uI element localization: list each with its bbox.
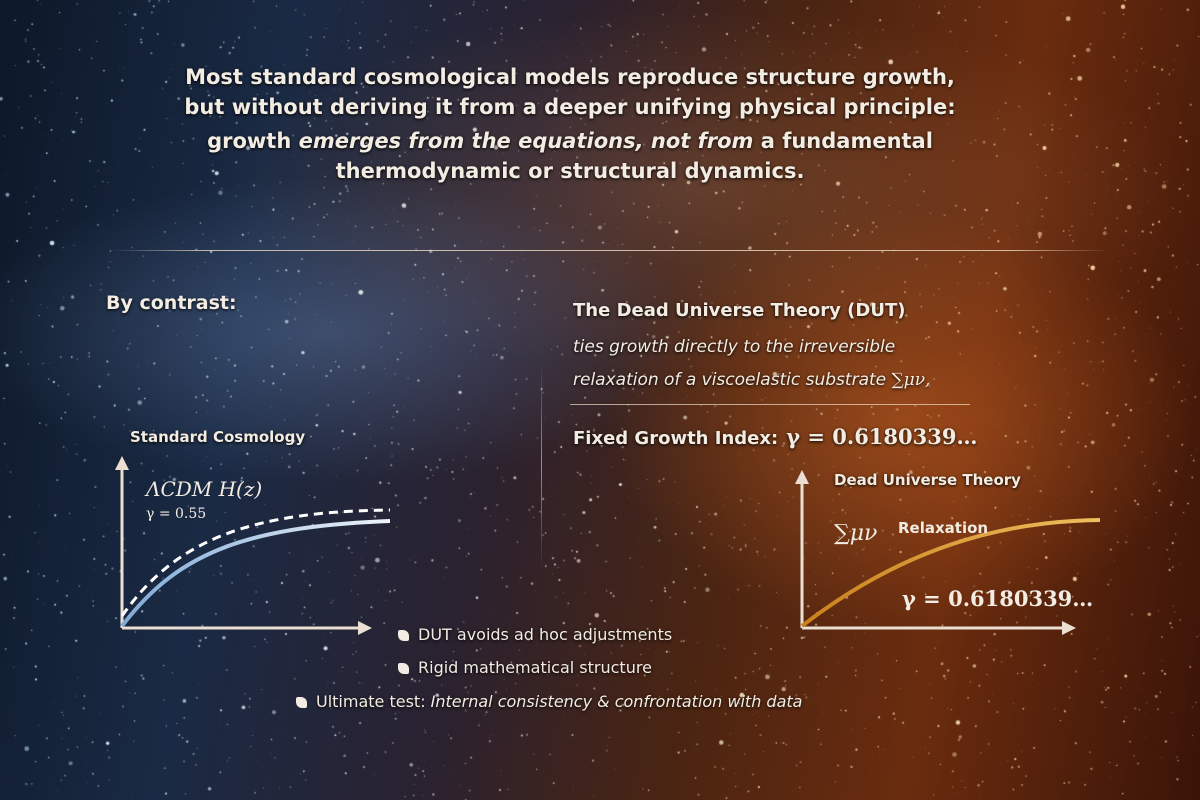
right-chart-title: Dead Universe Theory bbox=[834, 471, 1021, 489]
intro-text: Most standard cosmological models reprod… bbox=[120, 62, 1020, 186]
intro-line-3: growth emerges from the equations, not f… bbox=[120, 126, 1020, 156]
intro-line-1: Most standard cosmological models reprod… bbox=[185, 65, 955, 89]
left-x-arrow-icon bbox=[358, 621, 372, 635]
bullet-item: Ultimate test: Internal consistency & co… bbox=[296, 692, 802, 711]
left-model-label: ΛCDM H(z) bbox=[144, 477, 262, 501]
bullet-item: DUT avoids ad hoc adjustments bbox=[398, 625, 672, 644]
bullet-text: DUT avoids ad hoc adjustments bbox=[418, 625, 673, 644]
left-y-arrow-icon bbox=[115, 456, 129, 470]
bullet-marker-icon bbox=[296, 697, 307, 708]
intro-line-3-italic: emerges from the equations, not from bbox=[298, 129, 754, 153]
left-solid-curve bbox=[120, 519, 390, 628]
contrast-label: By contrast: bbox=[106, 292, 237, 314]
vertical-divider bbox=[541, 360, 542, 570]
dut-line-2: relaxation of a viscoelastic substrate ∑… bbox=[573, 370, 930, 390]
growth-index-label: Fixed Growth Index: bbox=[573, 428, 779, 449]
growth-index: Fixed Growth Index: γ = 0.6180339… bbox=[573, 424, 977, 449]
horizontal-divider bbox=[110, 250, 1110, 251]
right-sigma-symbol: ∑μν bbox=[834, 521, 877, 546]
bullet-marker-icon bbox=[398, 663, 409, 674]
right-relaxation-curve bbox=[800, 518, 1100, 628]
growth-index-value: γ = 0.6180339… bbox=[786, 424, 978, 449]
right-x-arrow-icon bbox=[1062, 621, 1076, 635]
right-chart: ∑μν Relaxation γ = 0.6180339… bbox=[795, 470, 1100, 635]
bullet-text-italic: Internal consistency & confrontation wit… bbox=[430, 692, 803, 711]
right-y-arrow-icon bbox=[795, 470, 809, 484]
left-chart: ΛCDM H(z) γ = 0.55 bbox=[115, 456, 390, 635]
intro-line-3-a: growth bbox=[207, 129, 299, 153]
bullet-marker-icon bbox=[398, 630, 409, 641]
bullet-text-lead: Ultimate test: bbox=[316, 692, 431, 711]
dut-underline bbox=[570, 404, 970, 405]
left-gamma-label: γ = 0.55 bbox=[146, 506, 206, 522]
left-dashed-curve bbox=[120, 508, 390, 617]
right-curve-label: Relaxation bbox=[898, 519, 988, 537]
intro-line-2: but without deriving it from a deeper un… bbox=[184, 95, 956, 119]
left-chart-title: Standard Cosmology bbox=[130, 428, 306, 446]
dut-title: The Dead Universe Theory (DUT) bbox=[573, 300, 906, 321]
dut-line-2-text: relaxation of a viscoelastic substrate bbox=[573, 370, 887, 390]
intro-line-4: thermodynamic or structural dynamics. bbox=[335, 159, 805, 183]
bullet-text: Rigid mathematical structure bbox=[418, 658, 652, 677]
sigma-symbol: ∑μν, bbox=[891, 370, 931, 390]
intro-line-3-c: a fundamental bbox=[753, 129, 933, 153]
dut-line-1: ties growth directly to the irreversible bbox=[573, 337, 896, 357]
bullet-item: Rigid mathematical structure bbox=[398, 658, 652, 677]
right-gamma-label: γ = 0.6180339… bbox=[902, 586, 1093, 611]
